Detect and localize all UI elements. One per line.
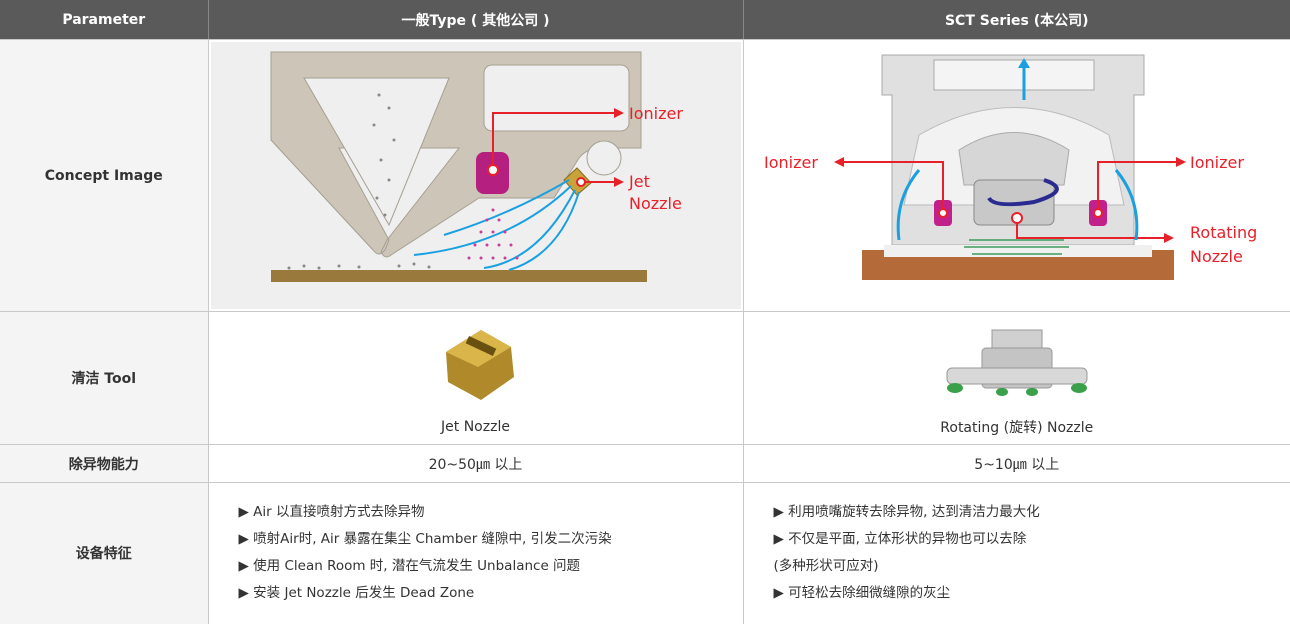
- capability-right: 5~10㎛ 以上: [742, 444, 1290, 483]
- feature-list: ▶ Air 以直接喷射方式去除异物 ▶ 喷射Air时, Air 暴露在集尘 Cha…: [209, 499, 743, 607]
- callout-nozzle: Nozzle: [1190, 247, 1243, 266]
- header-row: Parameter 一般Type ( 其他公司 ) SCT Series (本公…: [0, 0, 1290, 40]
- tool-row: 清洁 Tool Jet Nozzle Rotating (旋转) Nozzle: [0, 311, 1290, 445]
- features-row: 设备特征 ▶ Air 以直接喷射方式去除异物 ▶ 喷射Air时, Air 暴露在集…: [0, 482, 1290, 624]
- callout-ionizer: Ionizer: [629, 104, 683, 123]
- concept-row: Concept Image: [0, 39, 1290, 312]
- concept-right-image: Ionizer Ionizer Rotating Nozzle: [764, 54, 1257, 280]
- callout-ionizer: Ionizer: [764, 153, 818, 172]
- features-left: ▶ Air 以直接喷射方式去除异物 ▶ 喷射Air时, Air 暴露在集尘 Cha…: [207, 482, 743, 624]
- header-cell: SCT Series (本公司): [742, 0, 1290, 40]
- feature-item: ▶ 安装 Jet Nozzle 后发生 Dead Zone: [238, 585, 475, 602]
- header-cell: Parameter: [0, 0, 208, 40]
- concept-left-image: Ionizer Jet Nozzle: [210, 42, 741, 309]
- callout-nozzle: Rotating: [1190, 223, 1257, 242]
- feature-item: ▶ 不仅是平面, 立体形状的异物也可以去除: [773, 531, 1027, 548]
- rotating-nozzle-image: [946, 329, 1088, 396]
- callout-nozzle: Nozzle: [629, 194, 682, 213]
- tool-caption: Rotating (旋转) Nozzle: [940, 419, 1094, 436]
- row-label: 清洁 Tool: [0, 311, 208, 445]
- header-cell: 一般Type ( 其他公司 ): [207, 0, 743, 40]
- jet-nozzle-image: [445, 329, 514, 400]
- row-label: Concept Image: [0, 39, 208, 312]
- feature-item: ▶ 可轻松去除细微缝隙的灰尘: [773, 585, 951, 602]
- feature-item: ▶ 利用喷嘴旋转去除异物, 达到清洁力最大化: [773, 504, 1040, 521]
- callout-ionizer: Ionizer: [1190, 153, 1244, 172]
- capability-left: 20~50㎛ 以上: [207, 444, 743, 483]
- feature-item: (多种形状可应对): [773, 558, 879, 575]
- feature-item: ▶ 喷射Air时, Air 暴露在集尘 Chamber 缝隙中, 引发二次污染: [238, 531, 612, 548]
- tool-right: Rotating (旋转) Nozzle: [742, 311, 1290, 445]
- feature-item: ▶ Air 以直接喷射方式去除异物: [238, 504, 425, 521]
- tool-left: Jet Nozzle: [207, 311, 743, 445]
- feature-item: ▶ 使用 Clean Room 时, 潜在气流发生 Unbalance 问题: [238, 558, 581, 575]
- callout-nozzle: Jet: [628, 172, 650, 191]
- feature-list: ▶ 利用喷嘴旋转去除异物, 达到清洁力最大化 ▶ 不仅是平面, 立体形状的异物也可…: [744, 499, 1290, 607]
- concept-left: Ionizer Jet Nozzle: [207, 39, 743, 312]
- features-right: ▶ 利用喷嘴旋转去除异物, 达到清洁力最大化 ▶ 不仅是平面, 立体形状的异物也可…: [742, 482, 1290, 624]
- concept-right: Ionizer Ionizer Rotating Nozzle: [742, 39, 1290, 312]
- capability-row: 除异物能力 20~50㎛ 以上 5~10㎛ 以上: [0, 444, 1290, 483]
- tool-caption: Jet Nozzle: [441, 418, 510, 435]
- row-label: 设备特征: [0, 482, 208, 624]
- row-label: 除异物能力: [0, 444, 208, 483]
